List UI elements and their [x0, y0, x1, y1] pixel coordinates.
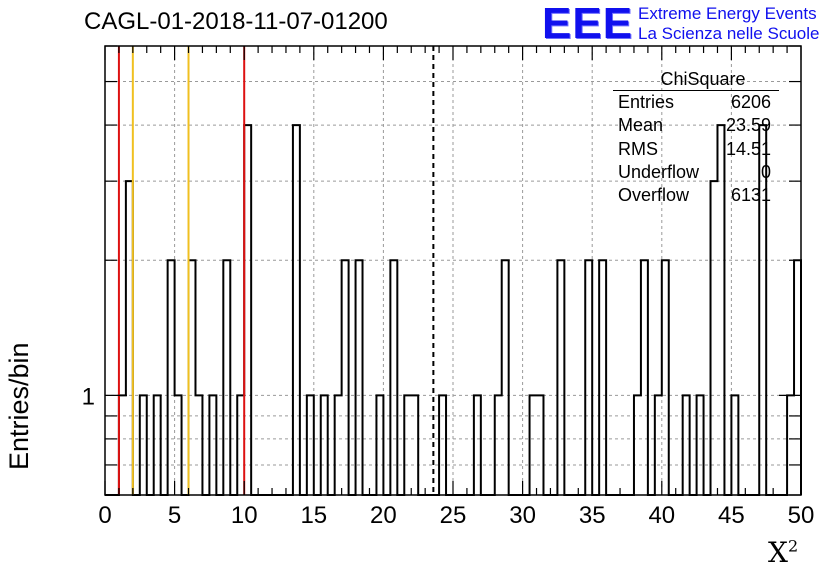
chart-title: CAGL-01-2018-11-07-01200	[84, 8, 388, 35]
histogram-bin	[537, 395, 544, 495]
histogram-bin	[154, 395, 161, 495]
histogram-bin	[356, 260, 363, 495]
x-tick-label: 0	[98, 502, 111, 529]
histogram-outline	[105, 124, 802, 496]
stats-row-entries: Entries 6206	[613, 91, 779, 114]
stats-value: 0	[760, 161, 771, 182]
stats-value: 6206	[730, 92, 771, 112]
x-tick-label: 5	[168, 502, 181, 529]
stats-value: 6131	[730, 185, 771, 206]
histogram-bin	[439, 395, 446, 495]
histogram-bin	[731, 395, 738, 495]
histogram-bin	[530, 395, 537, 495]
histogram-bin	[321, 395, 328, 495]
x-tick-label: 15	[300, 502, 327, 529]
histogram-bin	[342, 260, 349, 495]
histogram-bin	[119, 395, 126, 495]
histogram-bin	[599, 260, 606, 495]
histogram-bin	[662, 260, 669, 495]
eee-logo: EEE	[542, 0, 634, 48]
x-axis-label-base: X	[768, 536, 788, 569]
stats-box: ChiSquare Entries 6206 Mean 23.59 RMS 14…	[613, 68, 779, 207]
histogram-bin	[495, 395, 502, 495]
axis-ticks	[104, 45, 802, 496]
histogram-bin	[189, 260, 196, 495]
histogram-bin	[293, 125, 300, 495]
histogram-bin	[787, 395, 794, 495]
x-tick-label: 10	[231, 502, 258, 529]
histogram-bin	[175, 395, 182, 495]
x-tick-label: 50	[788, 502, 815, 529]
x-tick-label: 20	[370, 502, 397, 529]
x-axis-label-superscript: 2	[787, 536, 799, 556]
tick-labels: 0 5 10 15 20 25 30 35 40 45 50 1	[82, 383, 815, 529]
x-axis-label: X2	[768, 536, 798, 569]
stats-row-underflow: Underflow 0	[613, 161, 779, 184]
histogram-bin	[307, 395, 314, 495]
stats-value: 23.59	[725, 115, 771, 136]
histogram-bin	[711, 181, 718, 495]
histogram-bin	[209, 395, 216, 495]
histogram-bin	[390, 260, 397, 495]
histogram-bin	[140, 395, 147, 495]
histogram-bin	[585, 260, 592, 495]
histogram-bin	[794, 260, 801, 495]
histogram-bin	[376, 395, 383, 495]
histogram-bin	[126, 181, 133, 495]
stats-row-mean: Mean 23.59	[613, 114, 779, 137]
marker-lines	[117, 46, 435, 495]
histogram-bin	[195, 395, 202, 495]
stats-value: 14.51	[725, 138, 771, 159]
stats-title: ChiSquare	[660, 69, 746, 89]
histogram-bin	[223, 260, 230, 495]
histogram-bin	[655, 395, 662, 495]
histogram-bars	[105, 124, 802, 496]
histogram-bin	[557, 260, 564, 495]
histogram-bin	[697, 395, 704, 495]
histogram-bin	[474, 395, 481, 495]
histogram-bin	[237, 395, 244, 495]
stats-divider	[613, 90, 779, 91]
stats-label: Entries	[618, 92, 675, 112]
stats-label: Mean	[618, 115, 664, 136]
logo-line-1: Extreme Energy Events	[638, 4, 817, 23]
x-tick-label: 25	[440, 502, 467, 529]
y-tick-label: 1	[82, 383, 95, 410]
histogram-bin	[335, 395, 342, 495]
stats-row-rms: RMS 14.51	[613, 138, 779, 161]
x-tick-label: 30	[509, 502, 536, 529]
stats-row-overflow: Overflow 6131	[613, 184, 779, 207]
histogram-bin	[683, 395, 690, 495]
histogram-bin	[168, 260, 175, 495]
histogram-bin	[244, 125, 251, 495]
stats-label: Overflow	[618, 185, 690, 206]
stats-label: Underflow	[618, 161, 700, 182]
histogram-bin	[634, 395, 641, 495]
logo-line-2: La Scienza nelle Scuole	[638, 24, 820, 43]
x-tick-label: 35	[579, 502, 606, 529]
histogram-bin	[641, 260, 648, 495]
histogram-bin	[502, 260, 509, 495]
histogram-bin	[411, 395, 418, 495]
histogram-bin	[404, 395, 411, 495]
x-tick-label: 45	[718, 502, 745, 529]
stats-label: RMS	[618, 138, 658, 159]
x-tick-label: 40	[648, 502, 675, 529]
